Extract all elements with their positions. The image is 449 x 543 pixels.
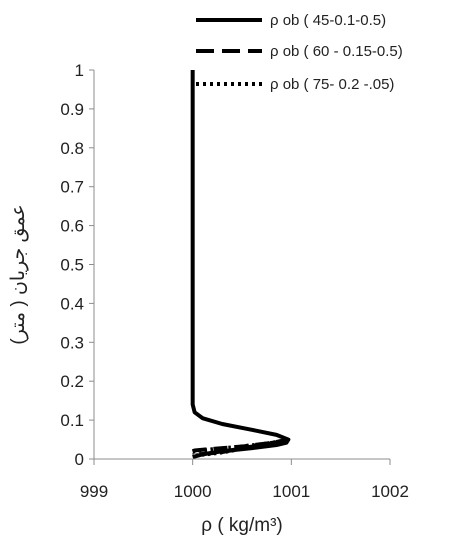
legend-label: ρ ob ( 75- 0.2 -.05) — [270, 76, 394, 93]
legend-label: ρ ob ( 60 - 0.15-0.5) — [270, 43, 403, 60]
y-tick-label: 0.6 — [60, 217, 84, 236]
y-tick-label: 0.4 — [60, 294, 84, 313]
series-line-dotted — [192, 438, 287, 458]
x-tick-label: 999 — [80, 482, 108, 501]
series-line-solid — [190, 70, 291, 459]
y-tick-label: 1 — [75, 61, 84, 80]
y-tick-label: 0.5 — [60, 256, 84, 275]
y-tick-label: 0 — [75, 450, 84, 469]
x-tick-label: 1000 — [174, 482, 212, 501]
y-tick-label: 0.8 — [60, 139, 84, 158]
x-tick-label: 1002 — [371, 482, 409, 501]
x-axis-title: ρ ( kg/m³) — [201, 515, 283, 536]
x-tick-label: 1001 — [272, 482, 310, 501]
axes: 0 0.1 0.2 0.3 0.4 0.5 0.6 0.7 0.8 0.9 1 999 1000 1001… — [8, 61, 409, 536]
legend: ρ ob ( 45-0.1-0.5) ρ ob ( 60 - 0.15-0.5) ρ… — [196, 12, 403, 93]
y-axis-title: عمق جريان ( متر) — [8, 204, 29, 344]
y-tick-label: 0.9 — [60, 100, 84, 119]
y-tick-label: 0.2 — [60, 372, 84, 391]
y-tick-label: 0.1 — [60, 411, 84, 430]
y-tick-label: 0.3 — [60, 333, 84, 352]
y-tick-label: 0.7 — [60, 178, 84, 197]
plot-lines — [190, 70, 291, 459]
legend-label: ρ ob ( 45-0.1-0.5) — [270, 12, 386, 29]
